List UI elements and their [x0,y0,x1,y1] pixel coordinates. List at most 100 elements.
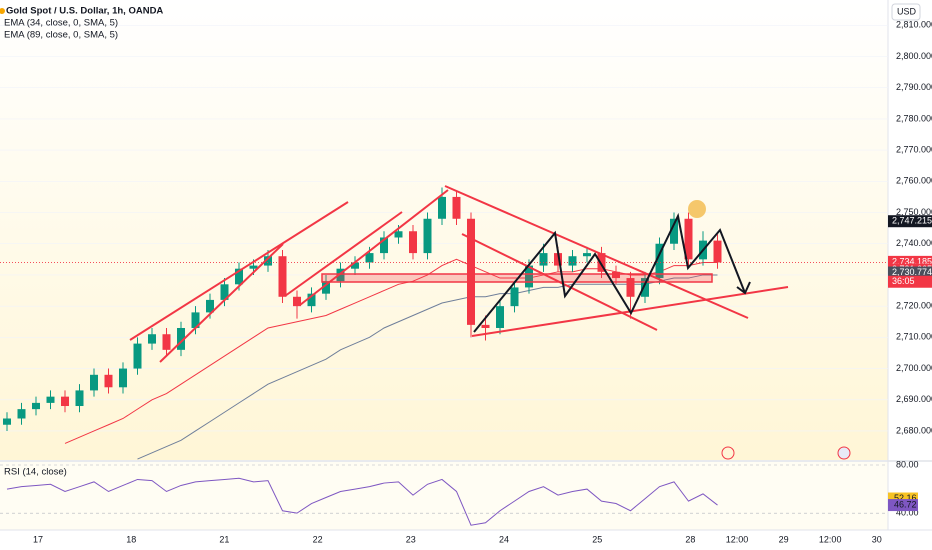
x-tick-label: 12:00 [726,534,749,544]
y-tick-label: 2,760.000 [896,176,932,186]
x-tick-label: 23 [406,534,416,544]
candle-body [438,196,446,219]
x-tick-label: 18 [126,534,136,544]
candle-body [394,231,403,238]
indicator-label: EMA (34, close, 0, SMA, 5) [4,18,118,29]
event-icon [721,446,735,460]
y-tick-label: 2,770.000 [896,144,932,154]
y-tick-label: 2,680.000 [896,425,932,435]
candle-body [75,390,84,407]
candle-body [336,268,345,282]
candle-body [467,218,475,325]
price-marker [888,266,932,279]
candle-body [293,296,301,307]
y-tick-label: 2,780.000 [896,113,932,123]
y-tick-label: 2,690.000 [896,394,932,404]
candle-body [351,262,359,269]
x-tick-label: 17 [33,534,43,544]
price-marker-label: 2,730.774 [892,267,932,277]
y-tick-label: 2,720.000 [896,301,932,311]
rsi-title: RSI (14, close) [4,467,67,478]
y-tick-label: 2,740.000 [896,238,932,248]
candle-body [612,271,620,279]
candle-body [713,240,722,263]
x-tick-label: 28 [685,534,695,544]
candle-body [249,265,258,269]
currency[interactable]: USD [897,6,917,16]
zigzag [473,212,746,333]
x-tick-label: 22 [313,534,323,544]
candle-body [655,243,664,279]
arrow-head [736,281,751,295]
countdown: 36:05 [892,276,915,286]
y-tick-label: 2,700.000 [896,363,932,373]
candle-body [626,278,635,297]
candle-body [206,299,214,313]
candle-body [162,334,171,350]
candle-body [684,218,693,260]
candle-body [322,281,330,294]
candle-body [496,306,504,328]
candle-body [583,253,591,257]
candle-body [177,327,185,350]
candle-body [148,334,156,344]
candle-body [307,293,316,307]
price-marker-label: 2,734.185 [892,256,932,266]
x-tick-label: 25 [592,534,602,544]
x-tick-label: 24 [499,534,509,544]
price-marker [888,215,932,228]
emoji-icon [688,200,706,218]
title: Gold Spot / U.S. Dollar, 1h, OANDA [6,6,163,17]
candle-body [597,253,606,272]
candle-body [554,253,562,266]
candle-body [191,312,200,328]
candle-body [133,343,142,369]
rsi-marker [888,499,918,512]
rsi-tick-label: 40.00 [896,508,919,518]
candle-body [481,324,490,328]
x-tick-label: 12:00 [819,534,842,544]
candle-body [423,218,432,254]
y-tick-label: 2,750.000 [896,207,932,217]
price-marker-label: 2,747.215 [892,216,932,226]
rsi-line [6,477,718,526]
indicator-label: EMA (89, close, 0, SMA, 5) [4,30,118,41]
candle-body [452,196,461,219]
candle-body [641,278,649,297]
candle-body [409,231,417,254]
price-pane [0,0,888,460]
candle-body [17,409,26,419]
countdown-box [888,275,932,288]
y-tick-label: 2,810.000 [896,20,932,30]
flag-icon [837,446,851,460]
candle-body [525,265,533,288]
candle-body [119,368,127,388]
price-marker [888,255,932,268]
candle-body [46,396,55,403]
rsi-pane [0,462,888,530]
rsi-tick-label: 80.00 [896,459,919,469]
candle-body [365,253,374,263]
currency-button[interactable] [891,3,921,21]
rsi-marker-label: 46.72 [894,499,917,509]
ema-line [137,274,718,460]
candle-body [264,256,272,266]
rsi-marker-label: 52.16 [894,493,917,503]
candle-body [568,256,577,266]
x-tick-label: 30 [872,534,882,544]
candle-body [32,402,40,410]
y-tick-label: 2,790.000 [896,82,932,92]
y-tick-label: 2,710.000 [896,332,932,342]
candle-body [278,256,287,297]
candle-body [104,374,113,388]
symbol-dot [0,8,5,14]
candle-body [220,284,229,300]
candle-body [670,218,678,244]
y-tick-label: 2,800.000 [896,51,932,61]
candle-body [3,418,11,425]
x-tick-label: 29 [779,534,789,544]
candle-body [235,268,243,285]
candle-body [510,287,519,307]
candle-body [380,237,388,254]
